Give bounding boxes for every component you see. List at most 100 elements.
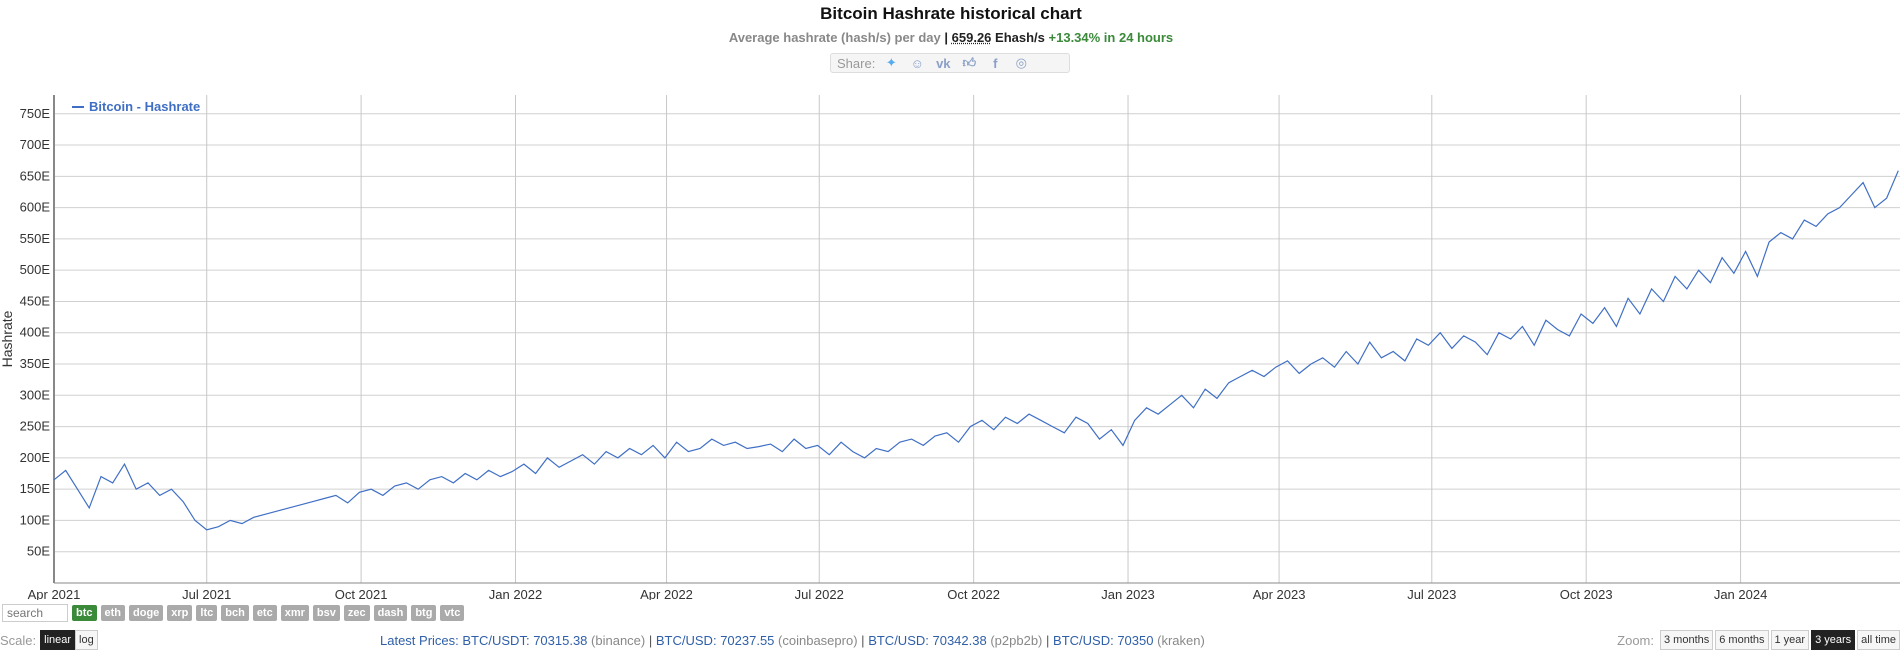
data-point xyxy=(816,444,818,446)
price-exchange: (binance) xyxy=(591,633,646,648)
y-axis-label: Hashrate xyxy=(0,310,15,367)
data-point xyxy=(1204,388,1206,390)
zoom-all-time-button[interactable]: all time xyxy=(1857,630,1900,650)
coin-btn-zec[interactable]: zec xyxy=(343,605,370,621)
scale-log-button[interactable]: log xyxy=(75,630,98,650)
like-icon[interactable]: 👍︎ xyxy=(962,55,977,70)
data-point xyxy=(1568,335,1570,337)
y-tick-label: 450E xyxy=(20,293,51,308)
x-tick-label: Jul 2023 xyxy=(1407,587,1456,600)
data-point xyxy=(1122,444,1124,446)
zoom-3-years-button[interactable]: 3 years xyxy=(1811,630,1856,650)
data-point xyxy=(1392,350,1394,352)
search-input[interactable] xyxy=(2,604,68,622)
coin-btn-xrp[interactable]: xrp xyxy=(167,605,193,621)
data-point xyxy=(65,469,67,471)
data-point xyxy=(241,522,243,524)
data-point xyxy=(300,504,302,506)
coin-btn-ltc[interactable]: ltc xyxy=(196,605,218,621)
y-tick-label: 400E xyxy=(20,325,51,340)
vk-icon[interactable]: vk xyxy=(936,55,951,71)
x-tick-label: Apr 2023 xyxy=(1253,587,1306,600)
data-point xyxy=(581,454,583,456)
data-point xyxy=(593,463,595,465)
data-point xyxy=(875,447,877,449)
coin-btn-bsv[interactable]: bsv xyxy=(312,605,340,621)
x-tick-label: Oct 2021 xyxy=(335,587,388,600)
zoom-3-months-button[interactable]: 3 months xyxy=(1660,630,1714,650)
data-point xyxy=(382,494,384,496)
y-tick-label: 600E xyxy=(20,200,51,215)
data-point xyxy=(476,479,478,481)
data-point xyxy=(394,485,396,487)
data-point xyxy=(1533,344,1535,346)
data-point xyxy=(100,475,102,477)
coin-btn-bch[interactable]: bch xyxy=(221,605,249,621)
x-tick-label: Oct 2023 xyxy=(1560,587,1613,600)
coin-btn-etc[interactable]: etc xyxy=(252,605,277,621)
subtitle-separator: | xyxy=(944,30,949,45)
data-point xyxy=(288,507,290,509)
data-point xyxy=(323,497,325,499)
data-point xyxy=(734,441,736,443)
scale-linear-button[interactable]: linear xyxy=(40,630,76,650)
data-point xyxy=(1263,375,1265,377)
data-point xyxy=(1040,419,1042,421)
series-line-bitcoin-hashrate xyxy=(53,170,1899,531)
weibo-icon[interactable]: ◎ xyxy=(1015,55,1027,70)
zoom-1-year-button[interactable]: 1 year xyxy=(1770,630,1810,650)
zoom-6-months-button[interactable]: 6 months xyxy=(1715,630,1769,650)
data-point xyxy=(1639,313,1641,315)
data-point xyxy=(1063,432,1065,434)
data-point xyxy=(347,502,349,504)
data-point xyxy=(1838,206,1840,208)
data-point xyxy=(1697,269,1699,271)
data-point xyxy=(76,488,78,490)
data-point xyxy=(1380,357,1382,359)
coin-btn-btc[interactable]: btc xyxy=(72,605,97,621)
data-point xyxy=(1051,425,1053,427)
data-point xyxy=(993,429,995,431)
data-point xyxy=(1228,382,1230,384)
coin-btn-xmr[interactable]: xmr xyxy=(280,605,309,621)
data-point xyxy=(1756,275,1758,277)
data-point xyxy=(229,519,231,521)
coin-btn-btg[interactable]: btg xyxy=(411,605,437,621)
data-point xyxy=(1580,313,1582,315)
coin-btn-vtc[interactable]: vtc xyxy=(440,605,465,621)
data-point xyxy=(957,441,959,443)
data-point xyxy=(1545,319,1547,321)
data-point xyxy=(1803,219,1805,221)
data-point xyxy=(617,457,619,459)
x-tick-label: Apr 2022 xyxy=(640,587,693,600)
facebook-icon[interactable]: f xyxy=(993,55,998,71)
data-point xyxy=(1087,422,1089,424)
data-point xyxy=(170,488,172,490)
zoom-selector: Zoom: 3 months 6 months 1 year 3 years a… xyxy=(1617,630,1900,650)
data-point xyxy=(264,513,266,515)
data-point xyxy=(1451,347,1453,349)
data-point xyxy=(1780,231,1782,233)
data-point xyxy=(887,450,889,452)
x-tick-label: Apr 2021 xyxy=(28,587,81,600)
reddit-icon[interactable]: ☺ xyxy=(910,55,924,71)
twitter-icon[interactable]: ✦ xyxy=(885,55,897,70)
y-tick-label: 500E xyxy=(20,262,51,277)
x-tick-label: Jan 2022 xyxy=(489,587,543,600)
legend-label: Bitcoin - Hashrate xyxy=(89,99,200,114)
data-point xyxy=(1686,288,1688,290)
data-point xyxy=(605,450,607,452)
data-point xyxy=(546,457,548,459)
y-tick-label: 750E xyxy=(20,106,51,121)
data-point xyxy=(1369,341,1371,343)
data-point xyxy=(840,441,842,443)
data-point xyxy=(1427,344,1429,346)
hashrate-chart[interactable]: 50E 100E 150E 200E 250E 300E 350E 400E 450E 500E 5… xyxy=(0,0,1902,600)
data-point xyxy=(358,491,360,493)
coin-btn-dash[interactable]: dash xyxy=(373,605,408,621)
coin-btn-eth[interactable]: eth xyxy=(100,605,125,621)
price-pair: BTC/USDT: xyxy=(462,633,530,648)
data-point xyxy=(311,501,313,503)
coin-btn-doge[interactable]: doge xyxy=(129,605,164,621)
data-point xyxy=(112,482,114,484)
